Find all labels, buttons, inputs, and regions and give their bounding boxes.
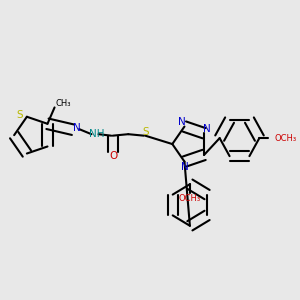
Text: N: N — [202, 124, 210, 134]
Text: N: N — [181, 162, 188, 172]
Text: NH: NH — [89, 129, 104, 139]
Text: CH₃: CH₃ — [56, 99, 71, 108]
Text: OCH₃: OCH₃ — [179, 194, 201, 203]
Text: O: O — [110, 152, 118, 161]
Text: S: S — [142, 127, 149, 137]
Text: OCH₃: OCH₃ — [275, 134, 297, 142]
Text: S: S — [16, 110, 22, 120]
Text: N: N — [74, 123, 81, 133]
Text: N: N — [178, 117, 186, 127]
